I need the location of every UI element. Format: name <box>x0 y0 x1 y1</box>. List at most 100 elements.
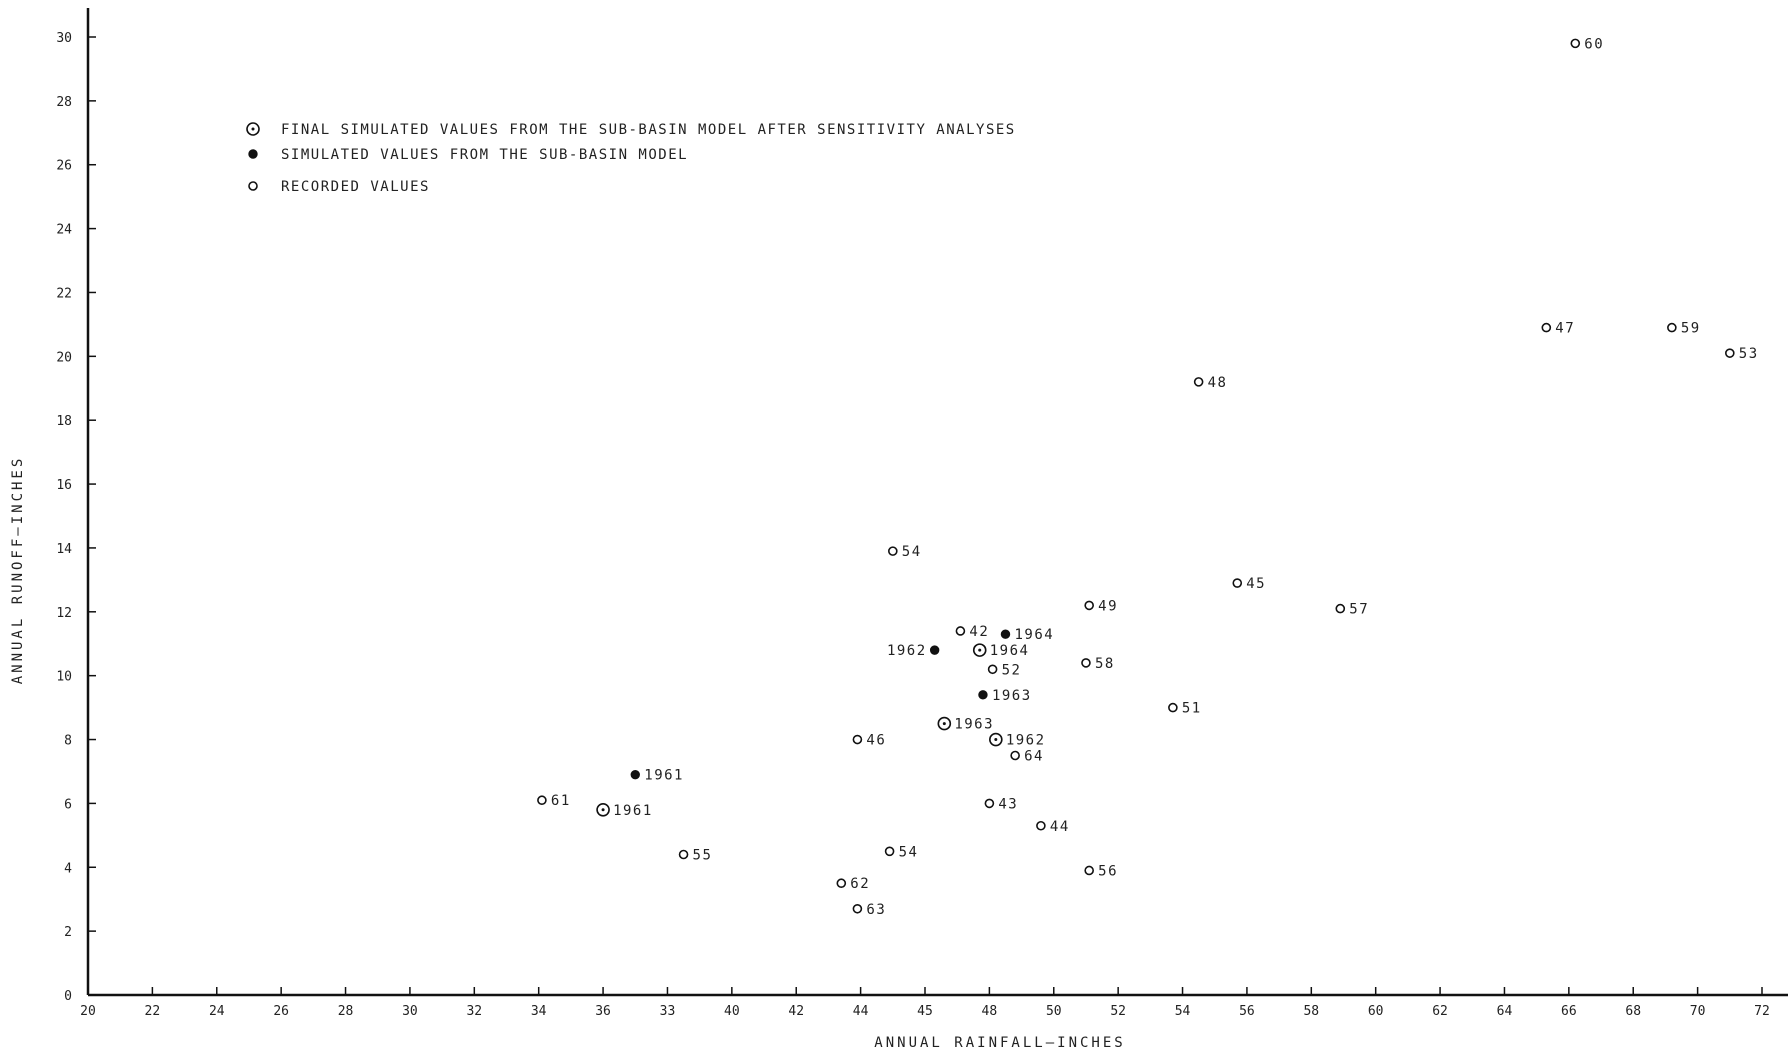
y-tick-label: 26 <box>56 159 72 174</box>
x-tick-label: 33 <box>660 1004 676 1019</box>
x-tick-label: 44 <box>853 1004 869 1019</box>
point-label: 1964 <box>990 643 1030 659</box>
y-tick-label: 14 <box>56 542 72 557</box>
recorded-marker <box>852 903 863 914</box>
y-tick-label: 8 <box>64 734 72 749</box>
x-tick-label: 52 <box>1110 1004 1126 1019</box>
x-tick-label: 28 <box>338 1004 354 1019</box>
point-label: 51 <box>1182 701 1202 717</box>
point-label: 47 <box>1555 321 1575 337</box>
point-label: 1964 <box>1014 627 1054 643</box>
point-label: 46 <box>866 733 886 749</box>
recorded-marker <box>1725 348 1735 358</box>
y-tick-label: 16 <box>56 478 72 493</box>
y-tick-label: 10 <box>56 670 72 685</box>
legend: FINAL SIMULATED VALUES FROM THE SUB-BASI… <box>246 122 1016 195</box>
y-tick-label: 2 <box>64 925 72 940</box>
x-tick-label: 36 <box>595 1004 611 1019</box>
final-simulated-marker-center <box>978 648 982 652</box>
recorded-marker <box>1084 600 1094 611</box>
x-tick-label: 22 <box>145 1004 161 1019</box>
x-axis-label: ANNUAL RAINFALL—INCHES <box>874 1035 1125 1051</box>
recorded-marker <box>1168 702 1178 713</box>
y-tick-label: 12 <box>56 606 72 621</box>
final-simulated-marker <box>596 802 610 817</box>
y-tick-label: 30 <box>56 31 72 46</box>
recorded-marker <box>836 878 847 889</box>
point-label: 45 <box>1246 576 1266 592</box>
point-label: 61 <box>551 793 571 809</box>
x-axis-ticks: 20 22 24 26 28 30 32 34 36 33 40 42 44 45 48 50 52 54 56 58… <box>80 987 1770 1019</box>
final-simulated-marker-center <box>251 127 255 131</box>
point-label: 48 <box>1208 375 1228 391</box>
simulated-marker <box>1000 629 1011 639</box>
x-tick-label: 66 <box>1561 1004 1577 1019</box>
x-tick-label: 72 <box>1754 1004 1770 1019</box>
recorded-marker <box>537 795 547 806</box>
recorded-marker <box>888 546 898 556</box>
point-label: 55 <box>693 847 713 863</box>
recorded-marker <box>955 626 966 636</box>
y-tick-label: 0 <box>64 989 72 1004</box>
legend-label: FINAL SIMULATED VALUES FROM THE SUB-BASI… <box>281 122 1016 138</box>
final-simulated-marker-center <box>942 722 946 726</box>
recorded-marker <box>248 181 258 191</box>
simulated-marker <box>630 769 640 780</box>
point-label: 58 <box>1095 656 1115 672</box>
recorded-marker <box>987 664 998 675</box>
x-tick-label: 34 <box>531 1004 547 1019</box>
point-label: 54 <box>902 544 922 560</box>
x-tick-label: 26 <box>273 1004 289 1019</box>
point-label: 49 <box>1098 598 1118 614</box>
point-label: 1961 <box>613 803 653 819</box>
point-label: 1962 <box>1006 733 1046 749</box>
final-simulated-marker <box>937 716 952 731</box>
point-label: 56 <box>1098 863 1118 879</box>
x-tick-label: 32 <box>466 1004 482 1019</box>
recorded-marker <box>1667 322 1677 333</box>
recorded-marker <box>1570 38 1581 49</box>
x-tick-label: 20 <box>80 1004 96 1019</box>
recorded-marker <box>1084 865 1094 876</box>
point-label: 1963 <box>992 688 1032 704</box>
point-label: 1962 <box>887 643 927 659</box>
legend-label: SIMULATED VALUES FROM THE SUB-BASIN MODE… <box>281 147 688 163</box>
point-label: 43 <box>998 796 1018 812</box>
x-tick-label: 24 <box>209 1004 225 1019</box>
legend-label: RECORDED VALUES <box>281 179 430 195</box>
final-simulated-marker <box>972 643 987 657</box>
simulated-marker <box>978 690 988 700</box>
point-label: 60 <box>1584 36 1604 52</box>
point-label: 62 <box>850 876 870 892</box>
x-tick-label: 54 <box>1175 1004 1191 1019</box>
x-tick-label: 68 <box>1625 1004 1641 1019</box>
x-tick-label: 64 <box>1497 1004 1513 1019</box>
point-label: 52 <box>1002 662 1022 678</box>
x-tick-label: 56 <box>1239 1004 1255 1019</box>
x-tick-label: 30 <box>402 1004 418 1019</box>
y-tick-label: 18 <box>56 414 72 429</box>
y-tick-label: 28 <box>56 95 72 110</box>
point-label: 57 <box>1349 602 1369 618</box>
point-label: 53 <box>1739 346 1759 362</box>
final-simulated-marker <box>989 732 1003 747</box>
simulated-marker <box>248 149 258 159</box>
x-tick-label: 70 <box>1690 1004 1706 1019</box>
recorded-marker <box>1541 322 1552 333</box>
point-label: 59 <box>1681 321 1701 337</box>
point-label: 63 <box>866 902 886 918</box>
point-label: 42 <box>969 624 989 640</box>
recorded-marker <box>884 846 895 857</box>
data-points: 60 47 59 53 48 54 45 49 57 42 52 58 51 46 64 61 43 44 55 54… <box>537 36 1759 918</box>
recorded-marker <box>984 798 995 809</box>
recorded-marker <box>1335 603 1346 614</box>
final-simulated-marker-center <box>994 738 998 742</box>
y-tick-label: 22 <box>56 286 72 301</box>
recorded-marker <box>1232 578 1243 588</box>
y-axis-label: ANNUAL RUNOFF—INCHES <box>10 456 26 685</box>
y-tick-label: 20 <box>56 350 72 365</box>
y-tick-label: 4 <box>64 861 72 876</box>
x-tick-label: 48 <box>982 1004 998 1019</box>
simulated-marker <box>929 645 940 655</box>
